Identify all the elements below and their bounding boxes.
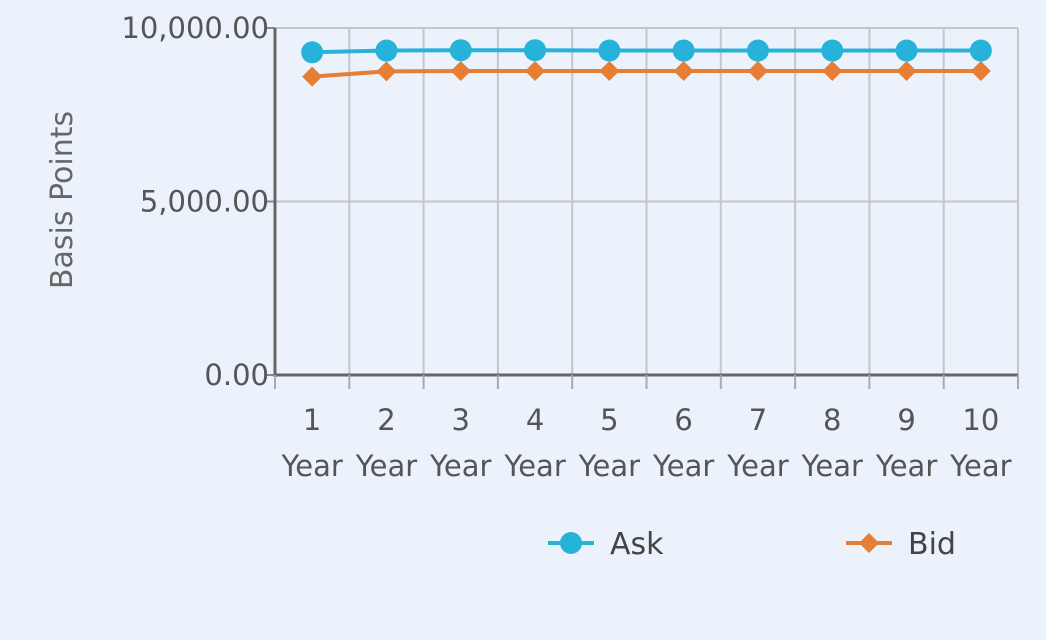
data-point-bid (599, 61, 620, 82)
x-tick-label: 8 (823, 403, 841, 437)
data-point-bid (970, 61, 991, 82)
data-point-bid (302, 66, 323, 87)
legend-label: Bid (908, 527, 956, 562)
x-tick-label: 10 (962, 403, 999, 437)
grid (275, 27, 1019, 375)
x-tick-label: 1 (303, 403, 321, 437)
series-ask (301, 39, 992, 64)
data-point-ask (672, 39, 695, 62)
y-tick-label: 5,000.00 (140, 185, 269, 219)
series-bid (302, 61, 991, 87)
x-tick-label: 2 (377, 403, 395, 437)
x-tick-label-unit: Year (578, 449, 640, 483)
x-tick-label: 3 (452, 403, 470, 437)
legend-item-bid: Bid (846, 527, 956, 562)
x-tick-label: 4 (526, 403, 544, 437)
data-point-ask (301, 41, 324, 64)
axis-labels: 0.00 5,000.00 10,000.00 1 Year 2 Year 3 Year 4 Yea… (121, 11, 1011, 483)
data-point-bid (525, 61, 546, 82)
data-point-ask (598, 39, 621, 62)
data-point-ask (895, 39, 918, 62)
data-point-bid (376, 61, 397, 82)
x-tick-label-unit: Year (429, 449, 491, 483)
y-tick-label: 0.00 (204, 358, 269, 392)
legend-label: Ask (610, 527, 664, 562)
axes (266, 27, 1019, 389)
data-point-bid (747, 61, 768, 82)
data-point-ask (524, 39, 547, 62)
data-point-ask (746, 39, 769, 62)
x-tick-label-unit: Year (503, 449, 565, 483)
x-tick-label-unit: Year (801, 449, 863, 483)
data-point-ask (449, 39, 472, 62)
data-point-ask (821, 39, 844, 62)
x-tick-label: 7 (749, 403, 767, 437)
legend: Ask Bid (548, 527, 956, 562)
x-tick-label-unit: Year (652, 449, 714, 483)
x-tick-label-unit: Year (280, 449, 342, 483)
legend-marker (859, 533, 879, 553)
x-tick-label-unit: Year (355, 449, 417, 483)
data-point-ask (375, 39, 398, 62)
legend-marker (560, 532, 582, 554)
legend-item-ask: Ask (548, 527, 664, 562)
x-tick-label: 9 (897, 403, 915, 437)
data-point-bid (450, 61, 471, 82)
x-tick-label: 6 (674, 403, 692, 437)
y-tick-label: 10,000.00 (121, 11, 269, 45)
x-tick-label-unit: Year (949, 449, 1011, 483)
data-point-bid (896, 61, 917, 82)
data-point-bid (673, 61, 694, 82)
x-tick-label-unit: Year (726, 449, 788, 483)
x-tick-label-unit: Year (875, 449, 937, 483)
y-axis-title: Basis Points (45, 111, 80, 289)
data-point-ask (969, 39, 992, 62)
data-point-bid (822, 61, 843, 82)
series-line-bid (312, 69, 981, 79)
x-tick-label: 5 (600, 403, 618, 437)
plot-area (301, 39, 992, 87)
series-line-ask (312, 48, 981, 55)
